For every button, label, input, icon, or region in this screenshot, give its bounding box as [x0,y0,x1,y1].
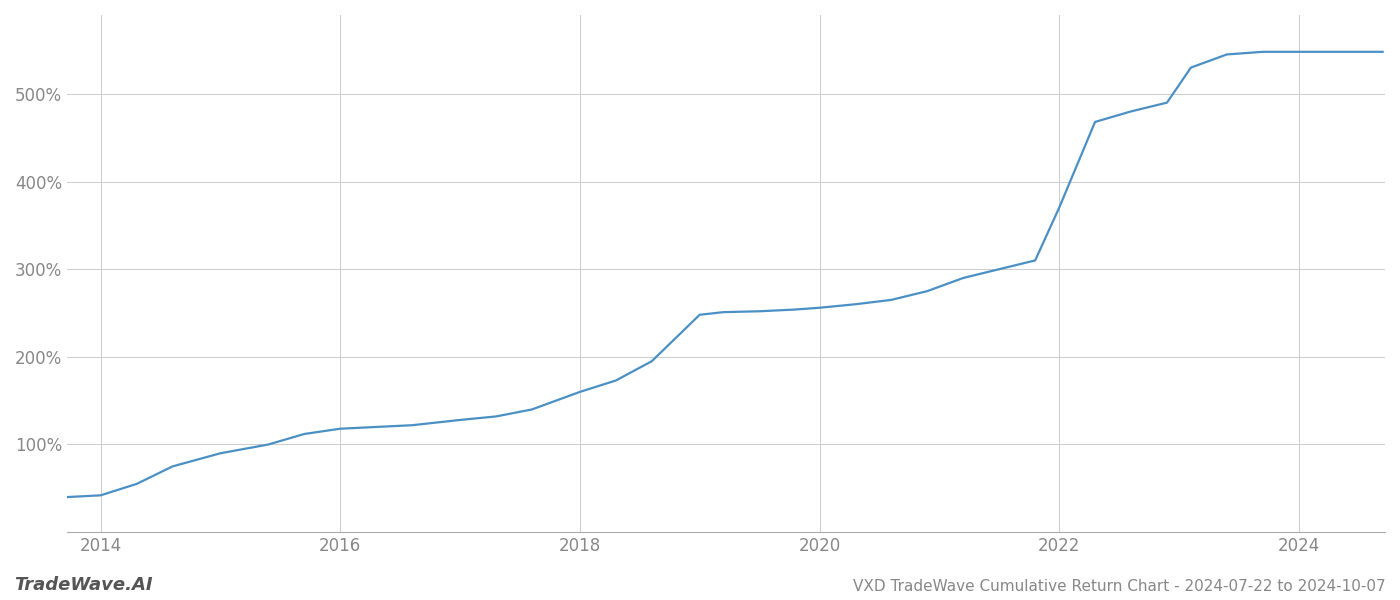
Text: VXD TradeWave Cumulative Return Chart - 2024-07-22 to 2024-10-07: VXD TradeWave Cumulative Return Chart - … [854,579,1386,594]
Text: TradeWave.AI: TradeWave.AI [14,576,153,594]
